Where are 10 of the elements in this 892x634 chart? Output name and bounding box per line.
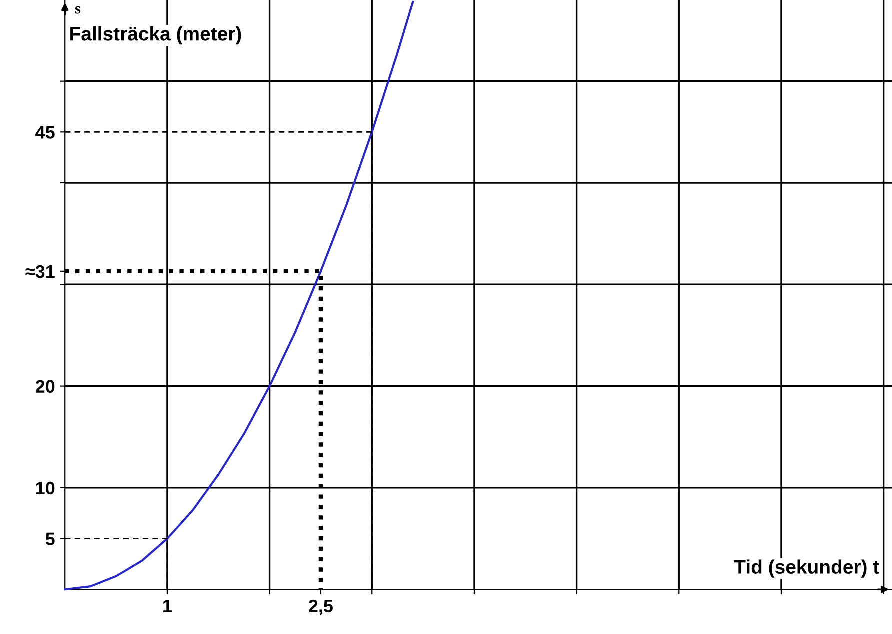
x-axis-title: Tid (sekunder) t xyxy=(734,560,880,578)
y-tick-label: ≈31 xyxy=(26,265,55,278)
x-tick-label: 2,5 xyxy=(309,600,334,616)
y-axis-title: Fallsträcka (meter) xyxy=(70,26,242,45)
y-tick-label: 45 xyxy=(36,126,55,139)
x-tick-label: 1 xyxy=(164,600,172,612)
y-tick-label: 5 xyxy=(46,532,55,546)
y-tick-label: 20 xyxy=(36,380,55,394)
y-tick-label: 10 xyxy=(36,482,55,495)
annotation: s xyxy=(76,6,81,14)
